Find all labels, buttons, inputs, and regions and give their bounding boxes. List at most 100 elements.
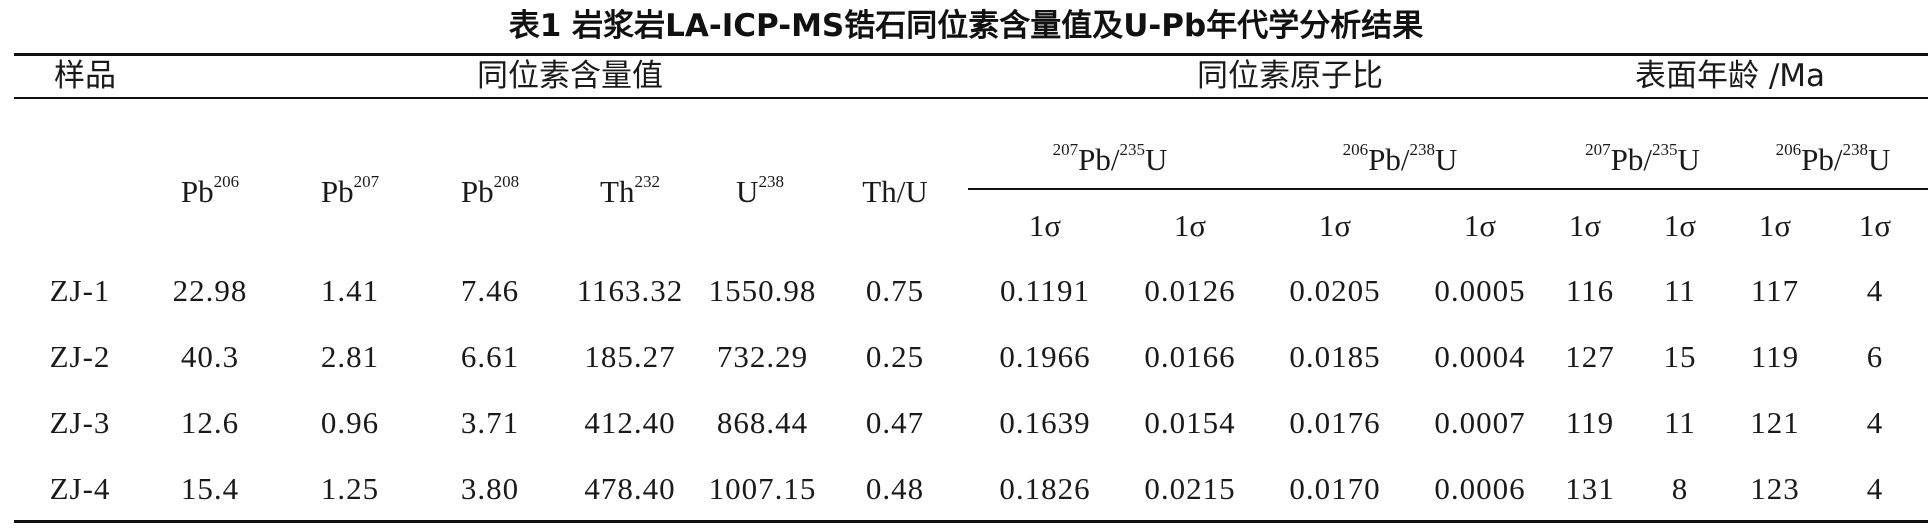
cell-ratio-207-235: 0.1826 [999, 471, 1091, 506]
header-surface-age: 表面年龄 /Ma [1634, 58, 1826, 94]
cell-age-207-235: 127 [1565, 339, 1615, 374]
ratio-207-end: U [1144, 142, 1168, 177]
ratio-206-mid: Pb/ [1368, 142, 1410, 177]
cell-th232: 478.40 [584, 471, 676, 506]
cell-age-206-238: 121 [1750, 405, 1800, 440]
cell-pb206: 22.98 [172, 273, 248, 308]
cell-age-206-238: 123 [1750, 471, 1800, 506]
cell-ratio-206-238-sigma: 0.0007 [1434, 405, 1526, 440]
age-207-mid: Pb/ [1610, 142, 1652, 177]
cell-ratio-207-235-sigma: 0.0215 [1144, 471, 1236, 506]
cell-age-206-238-sigma: 6 [1866, 339, 1884, 374]
cell-age-207-235-sigma: 11 [1664, 273, 1696, 308]
cell-th-u: 0.48 [865, 471, 925, 506]
header-sigma: 1σ [1173, 208, 1207, 243]
cell-ratio-206-238: 0.0170 [1289, 471, 1381, 506]
cell-pb206: 12.6 [180, 405, 240, 440]
cell-ratio-206-238: 0.0185 [1289, 339, 1381, 374]
cell-sample: ZJ-2 [49, 339, 111, 374]
cell-pb207: 2.81 [320, 339, 380, 374]
cell-pb207: 0.96 [320, 405, 380, 440]
cell-ratio-207-235: 0.1639 [999, 405, 1091, 440]
header-pb207: Pb207 [290, 172, 410, 212]
header-sigma: 1σ [1463, 208, 1497, 243]
pb207-sup: 207 [353, 171, 380, 191]
cell-ratio-206-238-sigma: 0.0005 [1434, 273, 1526, 308]
cell-sample: ZJ-3 [49, 405, 111, 440]
header-sigma: 1σ [1858, 208, 1892, 243]
cell-ratio-206-238-sigma: 0.0006 [1434, 471, 1526, 506]
header-sigma: 1σ [1318, 208, 1352, 243]
cell-sample: ZJ-4 [49, 471, 111, 506]
cell-ratio-206-238-sigma: 0.0004 [1434, 339, 1526, 374]
ratio-age-subrule [968, 188, 1928, 190]
cell-th-u: 0.25 [865, 339, 925, 374]
cell-pb206: 15.4 [180, 471, 240, 506]
pb208-base: Pb [460, 174, 494, 209]
age-206-end: U [1867, 142, 1891, 177]
cell-ratio-207-235: 0.1191 [999, 273, 1091, 308]
cell-pb208: 7.46 [460, 273, 520, 308]
cell-age-206-238-sigma: 4 [1866, 405, 1884, 440]
age-235-sup: 235 [1651, 139, 1678, 159]
ratio-238-sup: 238 [1409, 139, 1435, 159]
cell-sample: ZJ-1 [49, 273, 111, 308]
ratio-235-sup: 235 [1119, 139, 1145, 159]
header-age-206-238: 206Pb/238U [1738, 140, 1928, 180]
cell-ratio-207-235-sigma: 0.0154 [1144, 405, 1236, 440]
pb207-base: Pb [320, 174, 354, 209]
cell-th-u: 0.47 [865, 405, 925, 440]
u238-sup: 238 [758, 171, 784, 191]
th232-sup: 232 [634, 171, 660, 191]
pb206-sup: 206 [213, 171, 240, 191]
header-sample: 样品 [54, 58, 116, 94]
cell-ratio-206-238: 0.0176 [1289, 405, 1381, 440]
cell-age-207-235-sigma: 15 [1663, 339, 1697, 374]
cell-u238: 1007.15 [708, 471, 817, 506]
header-sigma: 1σ [1028, 208, 1062, 243]
ratio-206-sup: 206 [1342, 139, 1369, 159]
cell-th-u: 0.75 [865, 273, 925, 308]
ratio-207-sup: 207 [1052, 139, 1079, 159]
cell-th232: 412.40 [584, 405, 676, 440]
cell-pb207: 1.41 [320, 273, 380, 308]
cell-age-207-235: 119 [1565, 405, 1615, 440]
cell-pb207: 1.25 [320, 471, 380, 506]
th232-base: Th [600, 174, 635, 209]
cell-age-206-238-sigma: 4 [1866, 273, 1884, 308]
age-238-sup: 238 [1842, 139, 1868, 159]
header-sigma: 1σ [1663, 208, 1697, 243]
header-ratio-207-235: 207Pb/235U [995, 140, 1225, 180]
age-207-end: U [1677, 142, 1700, 177]
pb206-base: Pb [180, 174, 214, 209]
header-pb208: Pb208 [430, 172, 550, 212]
cell-age-207-235: 116 [1565, 273, 1615, 308]
cell-u238: 1550.98 [708, 273, 817, 308]
cell-pb208: 6.61 [460, 339, 520, 374]
cell-age-206-238: 117 [1750, 273, 1800, 308]
cell-th232: 1163.32 [576, 273, 684, 308]
header-pb206: Pb206 [150, 172, 270, 212]
header-ratio-206-238: 206Pb/238U [1285, 140, 1515, 180]
header-isotope-content: 同位素含量值 [477, 58, 663, 94]
header-th-u: Th/U [862, 174, 928, 209]
cell-age-207-235: 131 [1565, 471, 1615, 506]
header-th232: Th232 [565, 172, 695, 212]
header-sigma: 1σ [1758, 208, 1792, 243]
u238-base: U [736, 174, 759, 209]
age-206-mid: Pb/ [1801, 142, 1843, 177]
age-207-sup: 207 [1585, 139, 1611, 159]
pb208-sup: 208 [493, 171, 520, 191]
cell-ratio-207-235: 0.1966 [999, 339, 1091, 374]
cell-u238: 868.44 [716, 405, 809, 440]
cell-age-206-238-sigma: 4 [1866, 471, 1884, 506]
age-206-sup: 206 [1775, 139, 1802, 159]
cell-ratio-207-235-sigma: 0.0126 [1144, 273, 1236, 308]
header-age-207-235: 207Pb/235U [1555, 140, 1730, 180]
header-u238: U238 [695, 172, 825, 212]
cell-pb208: 3.71 [460, 405, 520, 440]
ratio-206-end: U [1434, 142, 1458, 177]
cell-th232: 185.27 [584, 339, 676, 374]
bottom-rule [14, 520, 1928, 523]
header-sigma: 1σ [1568, 208, 1602, 243]
